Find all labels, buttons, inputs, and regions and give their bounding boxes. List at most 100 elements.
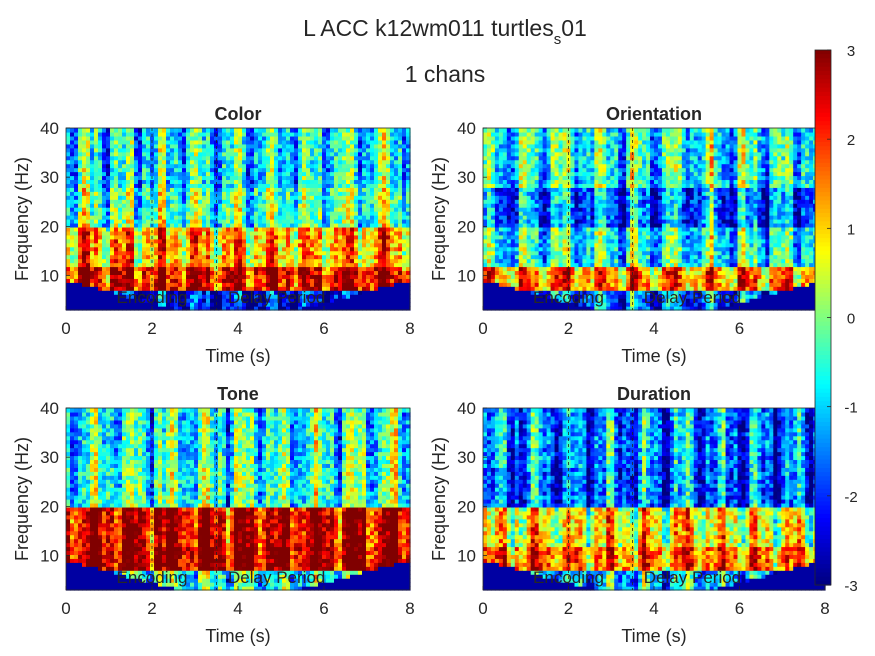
heatmap-cell xyxy=(94,147,99,153)
heatmap-cell xyxy=(546,230,552,236)
heatmap-cell xyxy=(286,147,291,153)
heatmap-cell xyxy=(134,191,139,196)
heatmap-cell xyxy=(350,128,355,133)
heatmap-cell xyxy=(510,183,516,188)
heatmap-cell xyxy=(98,175,103,181)
heatmap-cell xyxy=(546,306,552,311)
heatmap-cell xyxy=(158,167,163,173)
heatmap-cell xyxy=(130,246,135,252)
heatmap-cell xyxy=(406,306,411,311)
heatmap-cell xyxy=(198,302,203,307)
heatmap-cell xyxy=(382,207,387,212)
heatmap-cell xyxy=(538,215,544,220)
heatmap-cell xyxy=(486,242,492,248)
heatmap-cell xyxy=(562,274,568,279)
heatmap-cell xyxy=(254,290,259,295)
heatmap-cell xyxy=(534,183,540,188)
heatmap-cell xyxy=(178,226,183,232)
heatmap-cell xyxy=(278,242,283,248)
heatmap-cell xyxy=(306,183,311,188)
heatmap-cell xyxy=(158,131,163,137)
heatmap-cell xyxy=(78,270,83,275)
heatmap-cell xyxy=(206,131,211,137)
heatmap-cell xyxy=(326,219,331,224)
heatmap-cell xyxy=(502,183,508,188)
heatmap-cell xyxy=(274,207,279,212)
heatmap-cell xyxy=(146,183,151,188)
heatmap-cell xyxy=(334,187,339,192)
heatmap-cell xyxy=(346,139,351,145)
heatmap-cell xyxy=(234,203,239,208)
heatmap-cell xyxy=(118,195,123,200)
heatmap-cell xyxy=(178,234,183,240)
heatmap-cell xyxy=(278,258,283,264)
heatmap-cell xyxy=(202,163,207,169)
heatmap-cell xyxy=(194,298,199,303)
x-tick-label: 8 xyxy=(405,319,414,338)
heatmap-cell xyxy=(150,274,155,279)
heatmap-cell xyxy=(114,250,119,256)
heatmap-cell xyxy=(318,262,323,268)
heatmap-cell xyxy=(266,242,271,248)
heatmap-cell xyxy=(226,195,231,200)
heatmap-cell xyxy=(538,250,544,256)
heatmap-cell xyxy=(494,270,500,275)
heatmap-cell xyxy=(82,274,87,279)
heatmap-cell xyxy=(514,222,520,228)
heatmap-cell xyxy=(230,175,235,181)
heatmap-cell xyxy=(82,167,87,173)
heatmap-cell xyxy=(142,242,147,248)
heatmap-cell xyxy=(262,163,267,169)
heatmap-cell xyxy=(510,222,516,228)
heatmap-cell xyxy=(230,294,235,299)
heatmap-cell xyxy=(318,298,323,303)
heatmap-cell xyxy=(362,191,367,196)
heatmap-cell xyxy=(130,278,135,283)
heatmap-cell xyxy=(294,171,299,177)
heatmap-cell xyxy=(198,199,203,204)
heatmap-cell xyxy=(530,270,536,275)
heatmap-cell xyxy=(542,215,548,220)
heatmap-cell xyxy=(558,155,564,161)
heatmap-cell xyxy=(366,167,371,173)
heatmap-cell xyxy=(562,151,568,157)
heatmap-cell xyxy=(258,171,263,177)
heatmap-cell xyxy=(314,195,319,200)
heatmap-cell xyxy=(334,207,339,212)
heatmap-cell xyxy=(550,250,556,256)
heatmap-cell xyxy=(274,266,279,272)
heatmap-cell xyxy=(194,282,199,287)
heatmap-cell xyxy=(66,238,71,244)
heatmap-cell xyxy=(242,131,247,137)
heatmap-cell xyxy=(94,278,99,283)
heatmap-cell xyxy=(202,171,207,177)
heatmap-cell xyxy=(282,199,287,204)
heatmap-cell xyxy=(338,159,343,165)
heatmap-cell xyxy=(194,163,199,169)
heatmap-cell xyxy=(398,222,403,228)
heatmap-cell xyxy=(110,143,115,149)
heatmap-cell xyxy=(170,274,175,279)
heatmap-cell xyxy=(502,266,508,272)
heatmap-cell xyxy=(122,215,127,220)
heatmap-cell xyxy=(110,238,115,244)
heatmap-cell xyxy=(530,262,536,268)
heatmap-cell xyxy=(266,274,271,279)
heatmap-cell xyxy=(266,207,271,212)
heatmap-cell xyxy=(294,238,299,244)
heatmap-cell xyxy=(318,238,323,244)
heatmap-cell xyxy=(386,290,391,295)
heatmap-cell xyxy=(518,207,524,212)
heatmap-cell xyxy=(502,187,508,192)
heatmap-cell xyxy=(146,143,151,149)
heatmap-cell xyxy=(234,250,239,256)
heatmap-cell xyxy=(210,139,215,145)
heatmap-cell xyxy=(294,274,299,279)
heatmap-cell xyxy=(562,278,568,283)
heatmap-cell xyxy=(138,270,143,275)
heatmap-cell xyxy=(86,298,91,303)
heatmap-cell xyxy=(506,187,512,192)
heatmap-cell xyxy=(490,211,496,216)
heatmap-cell xyxy=(218,306,223,311)
heatmap-cell xyxy=(486,128,492,133)
